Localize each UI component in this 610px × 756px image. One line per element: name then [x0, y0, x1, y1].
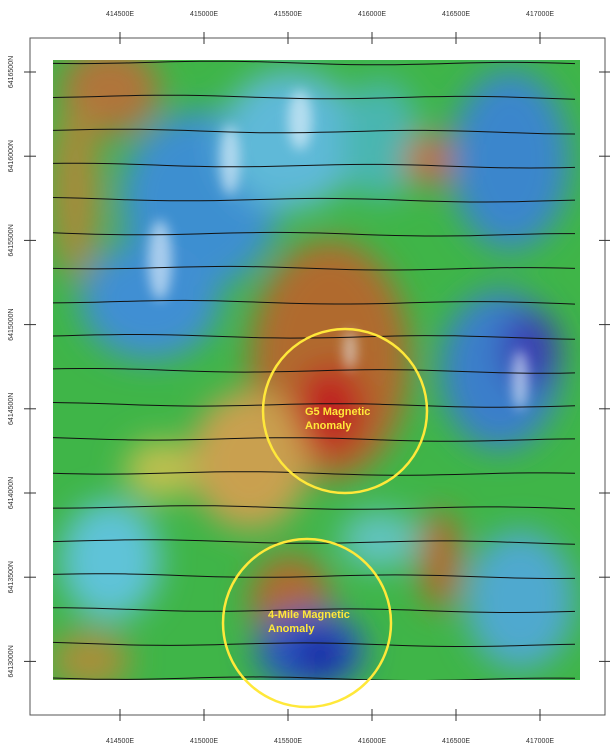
y-tick-label: 6416000N [8, 140, 15, 172]
map-figure: G5 Magnetic Anomaly 4-Mile Magnetic Anom… [0, 0, 610, 751]
y-tick-label: 6414500N [8, 393, 15, 425]
y-tick-label: 6415500N [8, 224, 15, 256]
x-tick-label: 414500E [106, 11, 134, 18]
x-tick-label: 415500E [274, 738, 302, 745]
y-tick-label: 6413500N [8, 561, 15, 593]
x-tick-label: 417000E [526, 738, 554, 745]
x-tick-label: 415000E [190, 11, 218, 18]
x-tick-label: 415000E [190, 738, 218, 745]
x-tick-label: 414500E [106, 738, 134, 745]
x-tick-label: 415500E [274, 11, 302, 18]
x-tick-label: 416500E [442, 738, 470, 745]
x-tick-label: 417000E [526, 11, 554, 18]
annotation: Anomaly [305, 420, 352, 432]
annotation: 4-Mile Magnetic [268, 609, 350, 621]
y-tick-label: 6415000N [8, 308, 15, 340]
y-tick-label: 6414000N [8, 477, 15, 509]
magnetic-grid [50, 45, 580, 690]
y-tick-label: 6413000N [8, 645, 15, 677]
annotation: G5 Magnetic [305, 406, 370, 418]
y-tick-label: 6416500N [8, 56, 15, 88]
x-tick-label: 416000E [358, 11, 386, 18]
annotation: Anomaly [268, 623, 315, 635]
x-tick-label: 416000E [358, 738, 386, 745]
x-tick-label: 416500E [442, 11, 470, 18]
